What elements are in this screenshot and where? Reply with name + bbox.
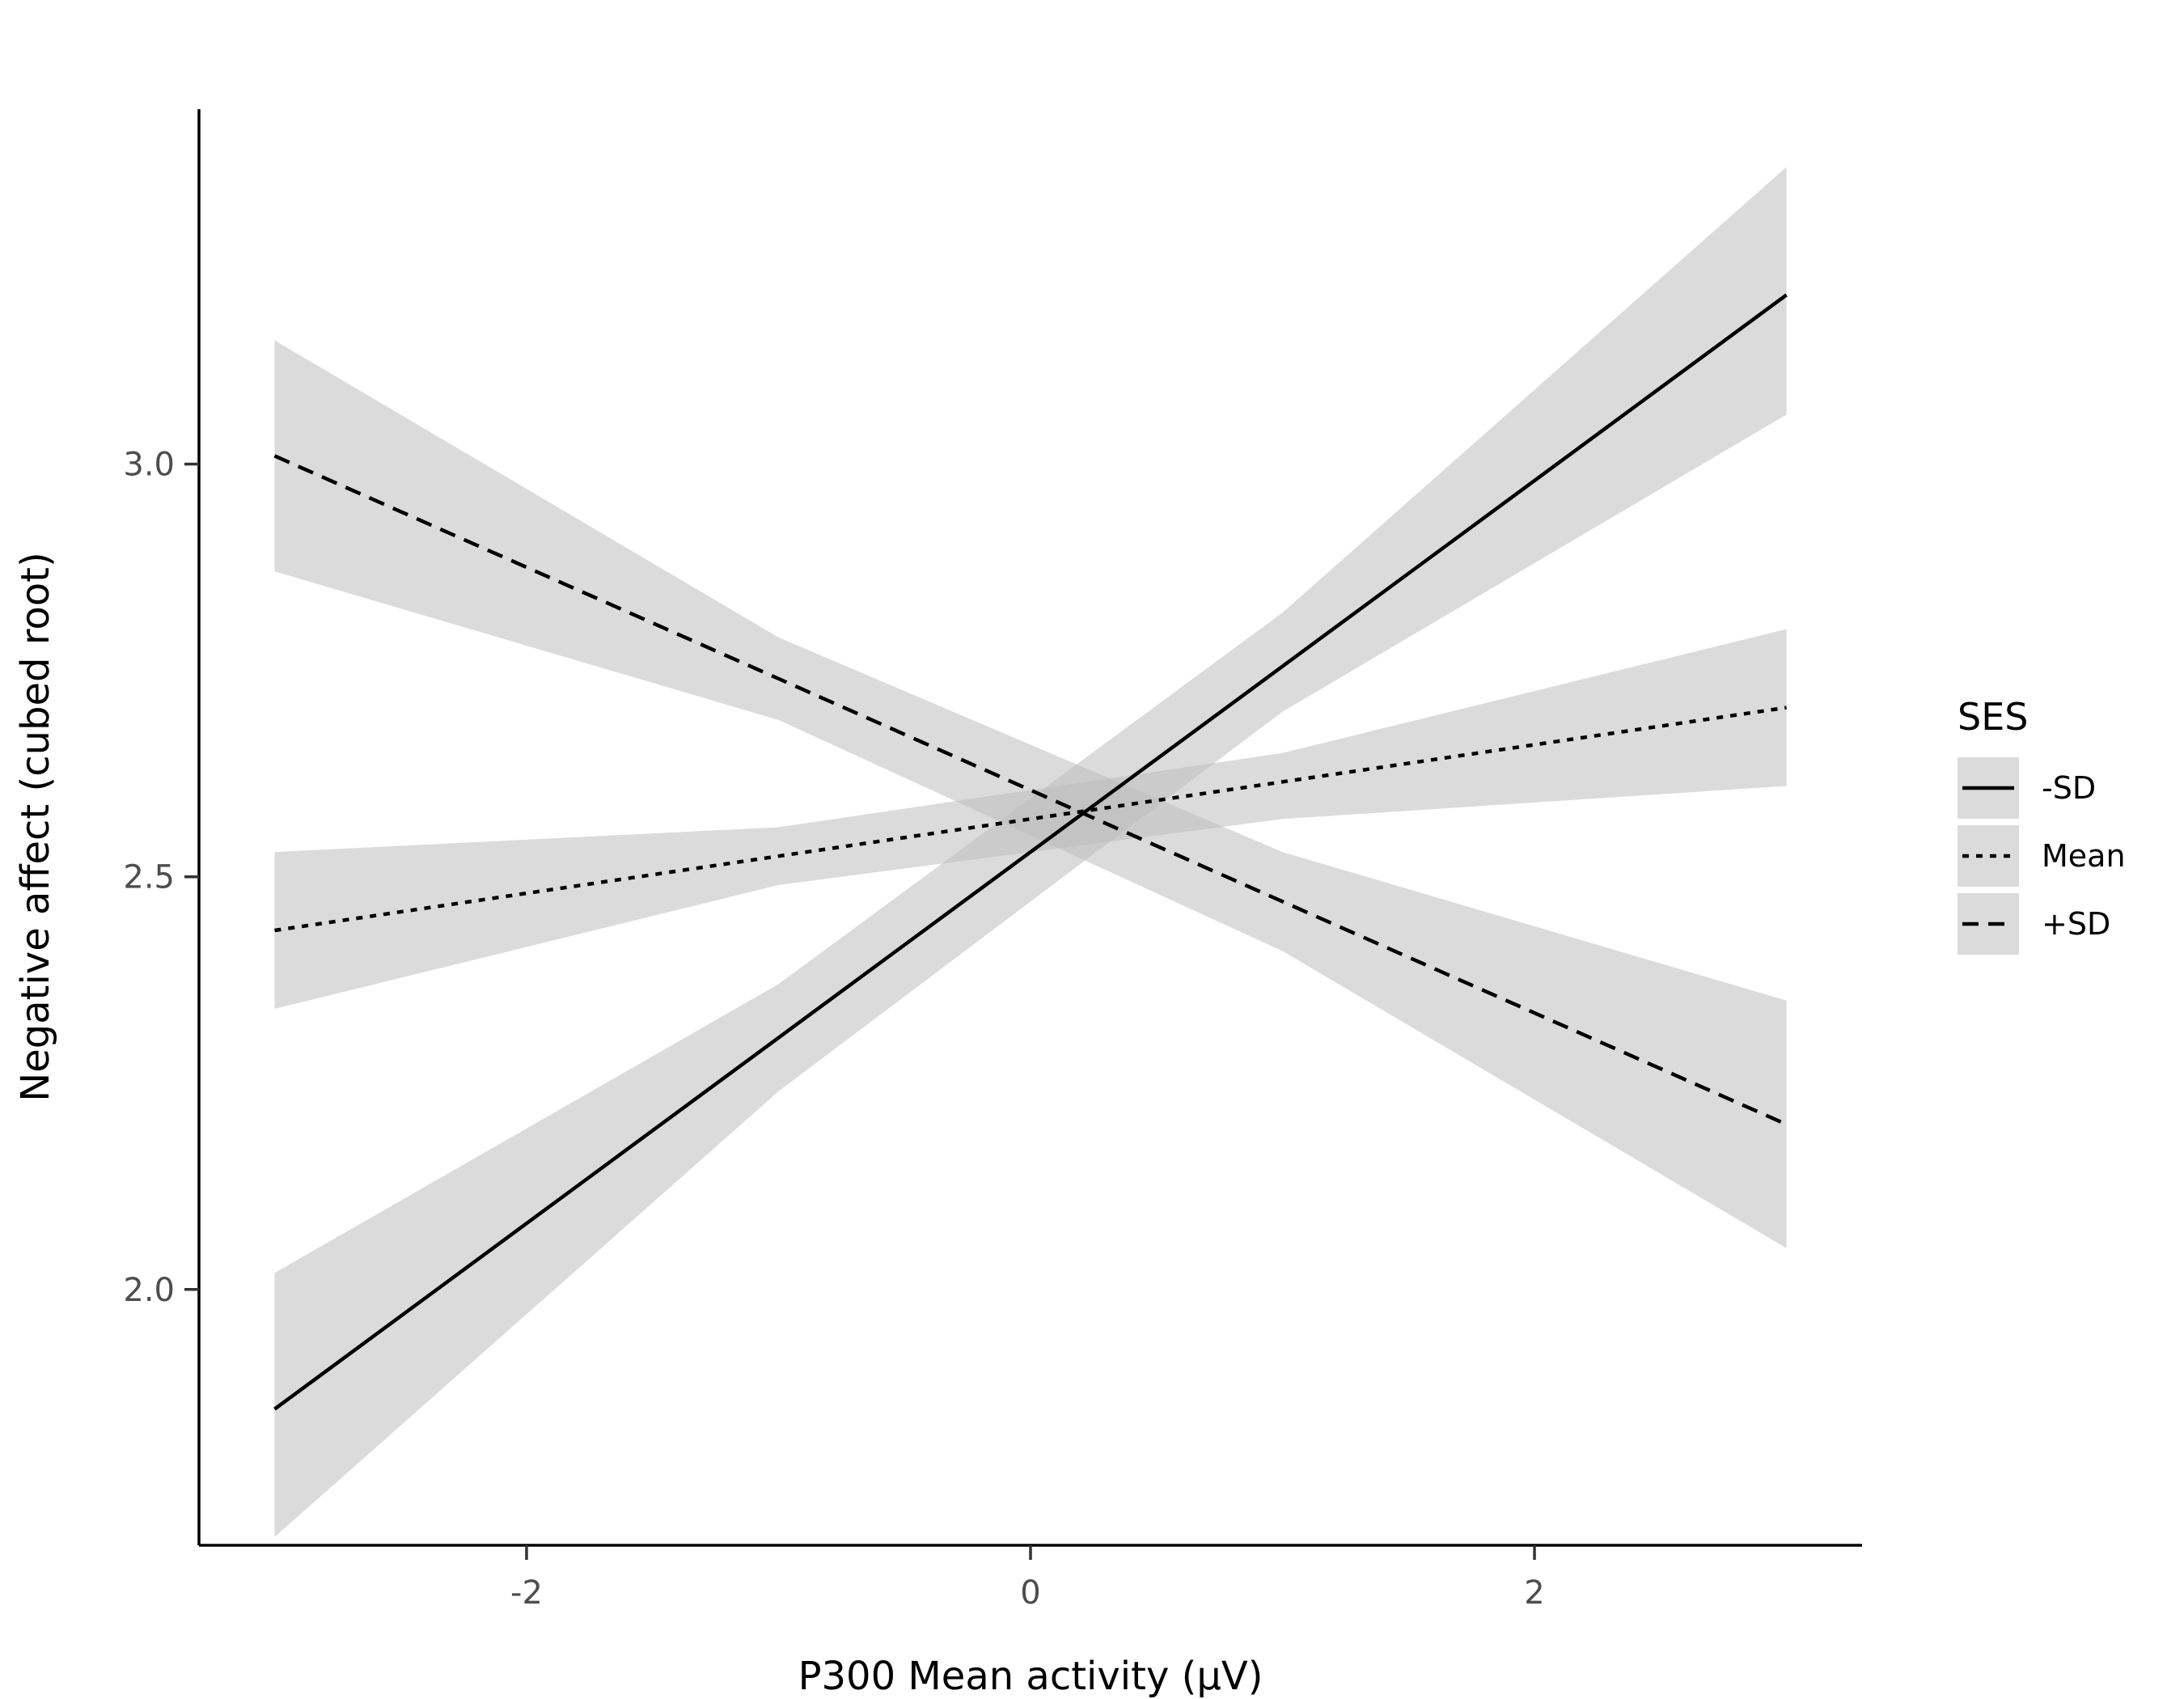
y-axis-title: Negative affect (cubed root) [13, 552, 58, 1101]
y-tick-label: 3.0 [123, 447, 175, 484]
legend-label-minus-sd: -SD [2042, 770, 2096, 806]
x-tick-label: 0 [1020, 1574, 1040, 1612]
x-tick-label: -2 [510, 1574, 543, 1612]
legend-label-plus-sd: +SD [2042, 906, 2110, 942]
y-tick-label: 2.0 [123, 1272, 175, 1309]
y-tick-label: 2.5 [123, 859, 175, 896]
axis-ticks: -2 0 2 2.0 2.5 3.0 [123, 447, 1544, 1612]
legend-title: SES [1958, 695, 2028, 739]
legend: SES -SD Mean +SD [1958, 695, 2126, 955]
x-axis-title: P300 Mean activity (µV) [798, 1654, 1263, 1699]
ci-band-plus-sd [274, 340, 1787, 1248]
x-tick-label: 2 [1524, 1574, 1544, 1612]
series-line-minus-sd [273, 293, 1788, 1411]
series-lines [273, 293, 1788, 1411]
legend-label-mean: Mean [2042, 838, 2126, 874]
legend-items: -SD Mean +SD [1958, 757, 2126, 955]
series-line-plus-sd [273, 454, 1788, 1126]
